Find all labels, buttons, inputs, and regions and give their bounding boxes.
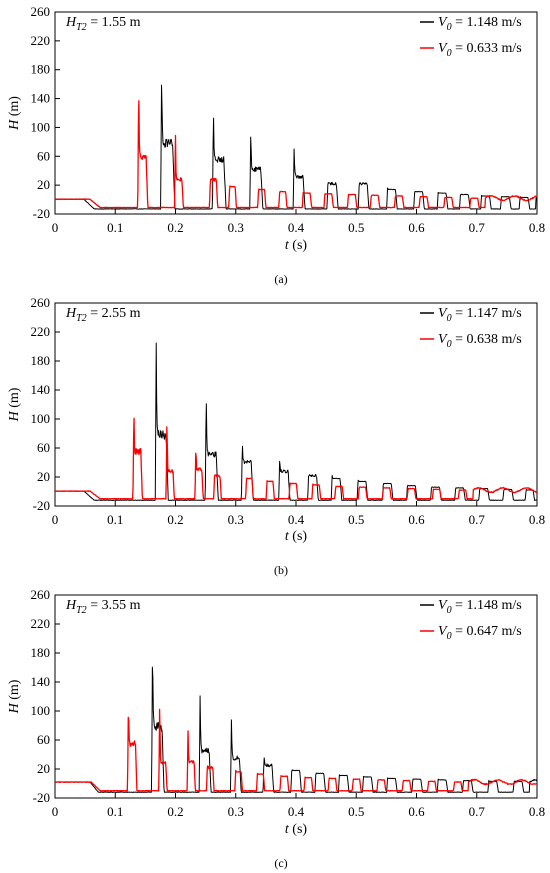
legend-entry-2: V0 = 0.633 m/s (438, 41, 522, 59)
y-tick-label: 260 (31, 295, 51, 310)
x-tick-label: 0.2 (167, 220, 183, 235)
series-line-1 (54, 342, 538, 501)
y-tick-label: 100 (31, 119, 51, 134)
legend-entry-2: V0 = 0.638 m/s (438, 332, 522, 350)
x-tick-label: 0.4 (288, 220, 305, 235)
x-tick-label: 0.5 (348, 804, 364, 819)
x-tick-label: 0.4 (288, 804, 305, 819)
series-line-2 (54, 100, 538, 209)
x-axis-label: t (s) (285, 822, 308, 837)
chart-panel-3: -20 20 60 100 140 180 220 260 0 0.1 0.2 0.3 0.4 0.5 0.… (7, 587, 545, 870)
legend-entry-2: V0 = 0.647 m/s (438, 624, 522, 642)
y-tick-label: 220 (31, 33, 51, 48)
y-axis-label: H (m) (7, 96, 22, 131)
x-tick-label: 0 (52, 804, 59, 819)
panel-annotation: HT2 = 1.55 m (65, 15, 141, 33)
x-tick-label: 0.6 (408, 804, 425, 819)
x-axis-label: t (s) (285, 238, 308, 253)
x-tick-label: 0.1 (107, 220, 123, 235)
x-tick-label: 0.8 (529, 804, 545, 819)
panel-caption: (a) (274, 272, 287, 286)
y-tick-label: 140 (31, 382, 51, 397)
y-tick-label: 180 (31, 353, 51, 368)
x-tick-label: 0.3 (228, 220, 244, 235)
x-tick-label: 0.8 (529, 220, 545, 235)
x-tick-label: 0.7 (469, 512, 486, 527)
x-tick-label: 0.3 (228, 804, 244, 819)
y-tick-label: 100 (31, 703, 51, 718)
y-tick-label: 220 (31, 324, 51, 339)
y-tick-label: 140 (31, 674, 51, 689)
panel-annotation: HT2 = 2.55 m (65, 306, 141, 324)
legend-entry-1: V0 = 1.148 m/s (438, 15, 522, 33)
chart-panel-1: -20 20 60 100 140 180 220 260 0 0.1 0.2 0.3 0.4 0.5 0.… (7, 4, 545, 286)
y-tick-label: 180 (31, 62, 51, 77)
series-line-2 (54, 417, 538, 500)
y-tick-label: 60 (37, 732, 50, 747)
x-tick-label: 0.4 (288, 512, 305, 527)
panel-caption: (b) (274, 563, 288, 577)
y-tick-label: 20 (37, 469, 50, 484)
y-tick-label: 260 (31, 587, 51, 602)
series-line-1 (54, 666, 538, 793)
chart-panel-2: -20 20 60 100 140 180 220 260 0 0.1 0.2 0.3 0.4 0.5 0.… (7, 295, 545, 577)
series-line-1 (54, 84, 538, 210)
y-tick-label: -20 (33, 498, 50, 513)
x-tick-label: 0.8 (529, 512, 545, 527)
y-tick-label: 60 (37, 148, 50, 163)
panel-caption: (c) (274, 856, 287, 870)
x-tick-label: 0.7 (469, 220, 486, 235)
panel-annotation: HT2 = 3.55 m (65, 598, 141, 616)
x-tick-label: 0 (52, 512, 59, 527)
y-tick-label: -20 (33, 790, 50, 805)
series-line-2 (54, 708, 538, 792)
x-tick-label: 0.5 (348, 220, 364, 235)
legend-entry-1: V0 = 1.147 m/s (438, 306, 522, 324)
y-tick-label: -20 (33, 206, 50, 221)
legend-entry-1: V0 = 1.148 m/s (438, 598, 522, 616)
x-tick-label: 0.6 (408, 220, 425, 235)
x-tick-label: 0.6 (408, 512, 425, 527)
y-tick-label: 100 (31, 411, 51, 426)
x-tick-label: 0 (52, 220, 59, 235)
y-tick-label: 260 (31, 4, 51, 19)
x-tick-label: 0.2 (167, 512, 183, 527)
x-tick-label: 0.1 (107, 512, 123, 527)
y-tick-label: 20 (37, 761, 50, 776)
x-axis-label: t (s) (285, 529, 308, 544)
y-axis-label: H (m) (7, 387, 22, 422)
x-tick-label: 0.5 (348, 512, 364, 527)
x-tick-label: 0.2 (167, 804, 183, 819)
y-tick-label: 60 (37, 440, 50, 455)
x-tick-label: 0.3 (228, 512, 244, 527)
y-axis-label: H (m) (7, 679, 22, 714)
y-tick-label: 220 (31, 616, 51, 631)
y-tick-label: 20 (37, 177, 50, 192)
x-tick-label: 0.1 (107, 804, 123, 819)
x-tick-label: 0.7 (469, 804, 486, 819)
y-tick-label: 140 (31, 91, 51, 106)
y-tick-label: 180 (31, 645, 51, 660)
